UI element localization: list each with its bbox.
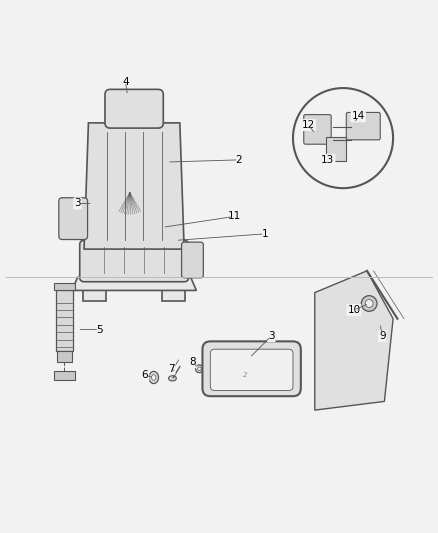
Ellipse shape	[152, 375, 156, 381]
FancyBboxPatch shape	[80, 240, 188, 282]
Text: 2: 2	[243, 373, 247, 378]
Text: 14: 14	[352, 111, 365, 122]
FancyBboxPatch shape	[105, 90, 163, 128]
FancyBboxPatch shape	[202, 341, 301, 396]
Text: 10: 10	[347, 305, 360, 315]
Text: 1: 1	[261, 229, 268, 239]
Polygon shape	[315, 271, 393, 410]
Polygon shape	[83, 290, 106, 301]
Text: 3: 3	[74, 198, 81, 208]
Text: 5: 5	[96, 325, 102, 335]
Text: 2: 2	[235, 155, 242, 165]
Bar	[53, 282, 75, 290]
Text: 12: 12	[302, 120, 315, 130]
Bar	[57, 351, 72, 362]
Text: 6: 6	[142, 370, 148, 381]
Text: 9: 9	[379, 331, 385, 341]
Polygon shape	[162, 290, 185, 301]
Ellipse shape	[195, 365, 203, 373]
Text: 13: 13	[321, 155, 335, 165]
FancyBboxPatch shape	[182, 242, 203, 278]
Text: 4: 4	[122, 77, 129, 86]
FancyBboxPatch shape	[304, 115, 331, 144]
Text: 7: 7	[168, 364, 174, 374]
Circle shape	[365, 300, 373, 308]
FancyBboxPatch shape	[210, 349, 293, 391]
FancyBboxPatch shape	[346, 112, 380, 140]
FancyBboxPatch shape	[59, 198, 88, 239]
Polygon shape	[84, 123, 184, 249]
Bar	[56, 290, 73, 351]
Bar	[53, 371, 75, 379]
Polygon shape	[72, 277, 196, 290]
Ellipse shape	[198, 367, 201, 370]
Text: 11: 11	[228, 212, 241, 221]
Text: 8: 8	[190, 357, 196, 367]
Bar	[325, 136, 346, 160]
Circle shape	[361, 296, 377, 311]
Ellipse shape	[149, 372, 159, 384]
Text: 3: 3	[268, 331, 275, 341]
Ellipse shape	[169, 376, 177, 381]
